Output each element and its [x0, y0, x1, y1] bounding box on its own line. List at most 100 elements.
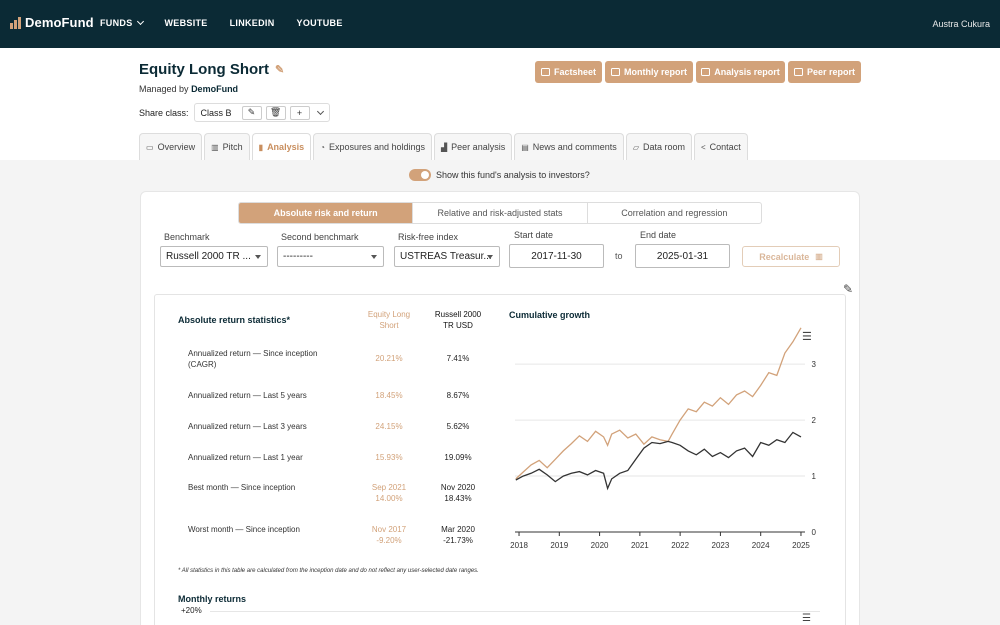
- peer-chart-icon: ▟: [441, 142, 448, 152]
- nav-item-label: WEBSITE: [164, 18, 208, 28]
- stat-fund-value-line: 15.93%: [375, 453, 403, 462]
- monthly-top-tick: +20%: [181, 606, 202, 615]
- main-nav: FUNDS WEBSITE LINKEDIN YOUTUBE: [100, 17, 365, 28]
- stat-benchmark-value-line: Nov 2020: [440, 483, 476, 492]
- stat-fund-value-line: 18.45%: [375, 391, 403, 400]
- tab-data-room[interactable]: ▱ Data room: [625, 133, 692, 160]
- chart-menu-icon[interactable]: ☰: [802, 613, 811, 624]
- benchmark-select[interactable]: Russell 2000 TR ...: [160, 246, 268, 267]
- risk-free-select[interactable]: USTREAS Treasur...: [394, 246, 500, 267]
- tab-overview[interactable]: ▭ Overview: [139, 133, 203, 160]
- printer-icon: [611, 68, 620, 76]
- col-header-benchmark: Russell 2000 TR USD: [428, 309, 488, 331]
- stat-benchmark-value-line: 7.41%: [446, 354, 470, 363]
- stat-fund-value: 15.93%: [358, 452, 420, 463]
- logo-text: DemoFund: [25, 15, 94, 30]
- investor-visibility-toggle[interactable]: [409, 169, 431, 181]
- col-header-line: Short: [379, 321, 399, 330]
- stat-row-label-line: Annualized return — Last 1 year: [188, 453, 303, 462]
- share-class: Share class: Class B ✎ 🗑 +: [139, 103, 330, 122]
- stat-benchmark-value: 7.41%: [428, 353, 488, 364]
- monitor-icon: ▭: [146, 142, 154, 152]
- tab-label: News and comments: [532, 142, 617, 152]
- y-tick-label: 1: [812, 472, 817, 481]
- button-label: Monthly report: [624, 67, 687, 77]
- stat-benchmark-value-line: 5.62%: [446, 422, 470, 431]
- analysis-report-button[interactable]: Analysis report: [696, 61, 785, 83]
- col-header-line: Russell 2000: [434, 310, 482, 319]
- start-date-label: Start date: [514, 230, 554, 240]
- folder-icon: ▱: [632, 142, 639, 152]
- y-tick-label: 2: [812, 416, 817, 425]
- logo-bars-icon: [10, 16, 22, 29]
- chevron-down-icon[interactable]: [316, 107, 324, 115]
- segment-correlation[interactable]: Correlation and regression: [621, 208, 728, 218]
- page-title: Equity Long Short ✎: [139, 61, 284, 78]
- button-label: Peer report: [806, 67, 856, 77]
- segment-relative-stats[interactable]: Relative and risk-adjusted stats: [413, 203, 588, 223]
- col-header-line: TR USD: [443, 321, 473, 330]
- edit-square-icon[interactable]: ✎: [843, 282, 854, 296]
- second-benchmark-select[interactable]: ---------: [277, 246, 384, 267]
- stat-row-label: Annualized return — Last 3 years: [188, 421, 338, 432]
- tab-analysis[interactable]: ▮ Analysis: [251, 133, 312, 160]
- stat-benchmark-value-line: Mar 2020: [441, 525, 475, 534]
- fund-growth-line: [515, 327, 802, 480]
- trash-icon[interactable]: 🗑: [265, 105, 286, 120]
- tab-pitch[interactable]: ▥ Pitch: [204, 133, 250, 160]
- stat-benchmark-value-line: -21.73%: [443, 536, 473, 545]
- stat-fund-value-line: -9.20%: [376, 536, 402, 545]
- stat-row-label-line: Best month — Since inception: [188, 483, 296, 492]
- start-date-input[interactable]: 2017-11-30: [509, 244, 604, 268]
- tab-contact[interactable]: < Contact: [694, 133, 748, 160]
- x-tick-label: 2019: [550, 541, 568, 550]
- toggle-label: Show this fund's analysis to investors?: [436, 170, 590, 180]
- date-range-to: to: [615, 251, 623, 261]
- stat-benchmark-value-line: 8.67%: [446, 391, 470, 400]
- x-tick-label: 2020: [591, 541, 609, 550]
- x-tick-label: 2018: [510, 541, 528, 550]
- bar-chart-icon: ▥: [815, 252, 823, 261]
- edit-icon[interactable]: ✎: [241, 105, 262, 120]
- edit-pencil-icon[interactable]: ✎: [274, 64, 285, 76]
- logo[interactable]: DemoFund: [10, 15, 94, 30]
- nav-item-youtube[interactable]: YOUTUBE: [297, 18, 343, 28]
- printer-icon: [701, 68, 711, 76]
- end-date-input[interactable]: 2025-01-31: [635, 244, 730, 268]
- button-label: Analysis report: [714, 67, 780, 77]
- recalculate-button[interactable]: Recalculate ▥: [742, 246, 840, 267]
- nav-item-website[interactable]: WEBSITE: [165, 18, 208, 28]
- benchmark-growth-line: [515, 431, 802, 491]
- cumulative-growth-chart: 0 1 2 3 2018 2019 2020 2021 2022 2023 2024 2025 ☰: [510, 327, 817, 550]
- manager-name[interactable]: DemoFund: [191, 84, 239, 94]
- plus-icon[interactable]: +: [289, 105, 310, 120]
- nav-item-linkedin[interactable]: LINKEDIN: [230, 18, 275, 28]
- factsheet-button[interactable]: Factsheet: [535, 61, 602, 83]
- benchmark-label: Benchmark: [164, 232, 210, 242]
- button-label: Recalculate: [759, 251, 810, 262]
- nav-item-label: LINKEDIN: [229, 18, 275, 28]
- nav-item-funds[interactable]: FUNDS: [100, 17, 144, 28]
- fund-title: Equity Long Short: [139, 61, 269, 78]
- tab-label: Data room: [642, 142, 685, 152]
- share-class-selector[interactable]: Class B ✎ 🗑 +: [193, 103, 330, 122]
- chevron-down-icon: [136, 17, 144, 26]
- user-menu[interactable]: Austra Cukura: [932, 19, 990, 29]
- chart-title: Cumulative growth: [509, 310, 591, 320]
- nav-item-label: YOUTUBE: [296, 18, 343, 28]
- stat-row-label-line: Annualized return — Since inception: [188, 349, 318, 358]
- statistics-panel: [154, 294, 846, 625]
- monthly-report-button[interactable]: Monthly report: [605, 61, 693, 83]
- tab-peer-analysis[interactable]: ▟ Peer analysis: [434, 133, 513, 160]
- chart-menu-icon[interactable]: ☰: [802, 331, 812, 343]
- tab-exposures[interactable]: ◔ Exposures and holdings: [313, 133, 433, 160]
- stat-row-label: Annualized return — Since inception (CAGR…: [188, 348, 338, 370]
- tab-label: Contact: [709, 142, 741, 152]
- stat-row-label-line: (CAGR): [188, 360, 217, 369]
- segment-absolute-risk[interactable]: Absolute risk and return: [239, 203, 414, 223]
- stat-benchmark-value: 19.09%: [428, 452, 488, 463]
- bar-chart-icon: ▮: [258, 142, 264, 152]
- peer-report-button[interactable]: Peer report: [788, 61, 861, 83]
- tab-news[interactable]: ▤ News and comments: [514, 133, 624, 160]
- managed-by-label: Managed by: [139, 84, 189, 94]
